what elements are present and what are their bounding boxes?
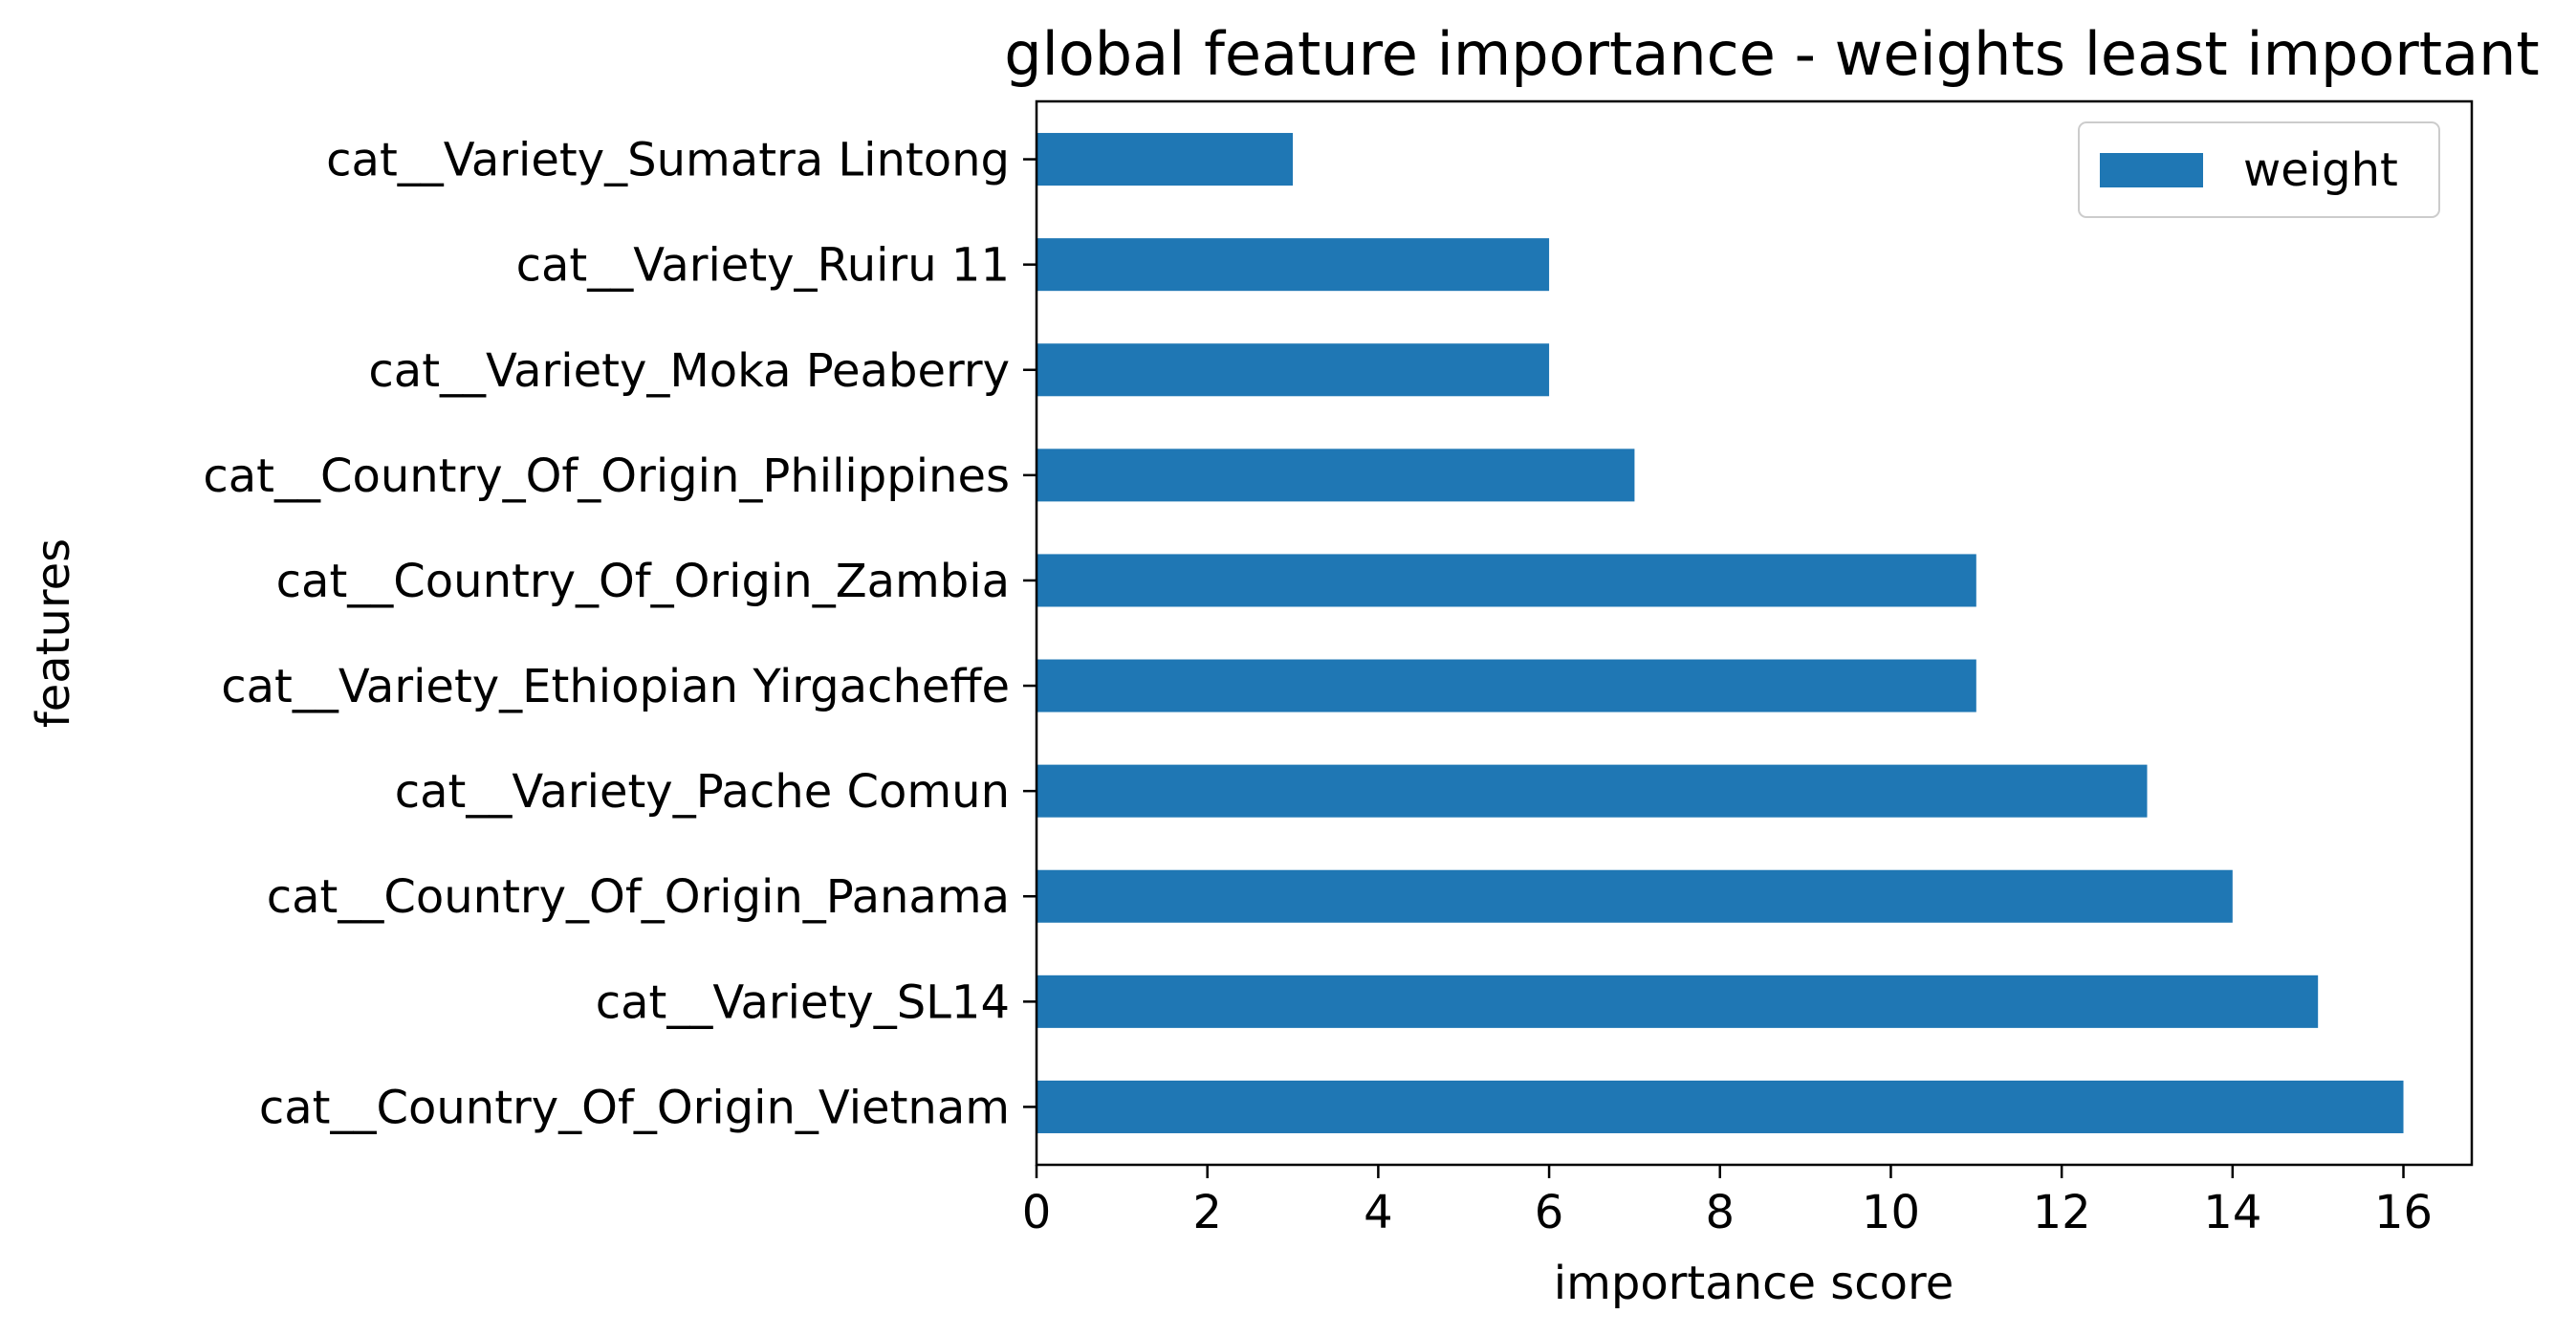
y-tick-label: cat__Variety_Ruiru 11 (516, 239, 1010, 293)
x-tick-label: 12 (2033, 1186, 2091, 1239)
x-axis-ticks: 0 2 4 6 8 10 12 14 16 (1022, 1165, 2433, 1239)
bar (1037, 659, 1976, 712)
legend-frame (2078, 121, 2440, 218)
legend-swatch (2100, 153, 2203, 187)
y-tick-label: cat__Variety_SL14 (596, 975, 1010, 1029)
x-tick-label: 14 (2203, 1186, 2261, 1239)
bar (1037, 764, 2148, 818)
y-tick-label: cat__Variety_Moka Peaberry (368, 344, 1010, 398)
x-tick-label: 16 (2374, 1186, 2433, 1239)
bar (1037, 975, 2319, 1028)
y-axis-label: features (27, 538, 80, 728)
y-tick-label: cat__Variety_Ethiopian Yirgacheffe (221, 660, 1010, 713)
chart-title: global feature importance - weights leas… (1004, 19, 2539, 89)
bar (1037, 554, 1976, 607)
y-tick-label: cat__Country_Of_Origin_Philippines (203, 449, 1010, 503)
plot-frame (1035, 99, 2474, 1167)
legend: weight (2078, 121, 2440, 218)
x-axis-label: importance score (1554, 1257, 1954, 1310)
y-tick-label: cat__Country_Of_Origin_Panama (267, 870, 1010, 924)
x-tick-label: 4 (1364, 1186, 1393, 1239)
bars-layer (1037, 133, 2404, 1133)
bar (1037, 238, 1550, 292)
bar (1037, 343, 1550, 397)
x-tick-label: 2 (1192, 1186, 1222, 1239)
y-axis-ticks: cat__Variety_Sumatra Lintong cat__Variety… (203, 134, 1037, 1134)
bar (1037, 449, 1635, 502)
x-tick-label: 8 (1705, 1186, 1735, 1239)
legend-label: weight (2243, 143, 2398, 197)
bar (1037, 1080, 2404, 1133)
y-tick-label: cat__Country_Of_Origin_Zambia (276, 555, 1010, 608)
bar (1037, 869, 2233, 923)
y-tick-label: cat__Variety_Pache Comun (395, 765, 1010, 819)
x-tick-label: 0 (1022, 1186, 1052, 1239)
bar (1037, 133, 1294, 186)
y-tick-label: cat__Country_Of_Origin_Vietnam (259, 1081, 1010, 1134)
y-tick-label: cat__Variety_Sumatra Lintong (326, 134, 1010, 187)
x-tick-label: 6 (1535, 1186, 1564, 1239)
x-tick-label: 10 (1862, 1186, 1920, 1239)
